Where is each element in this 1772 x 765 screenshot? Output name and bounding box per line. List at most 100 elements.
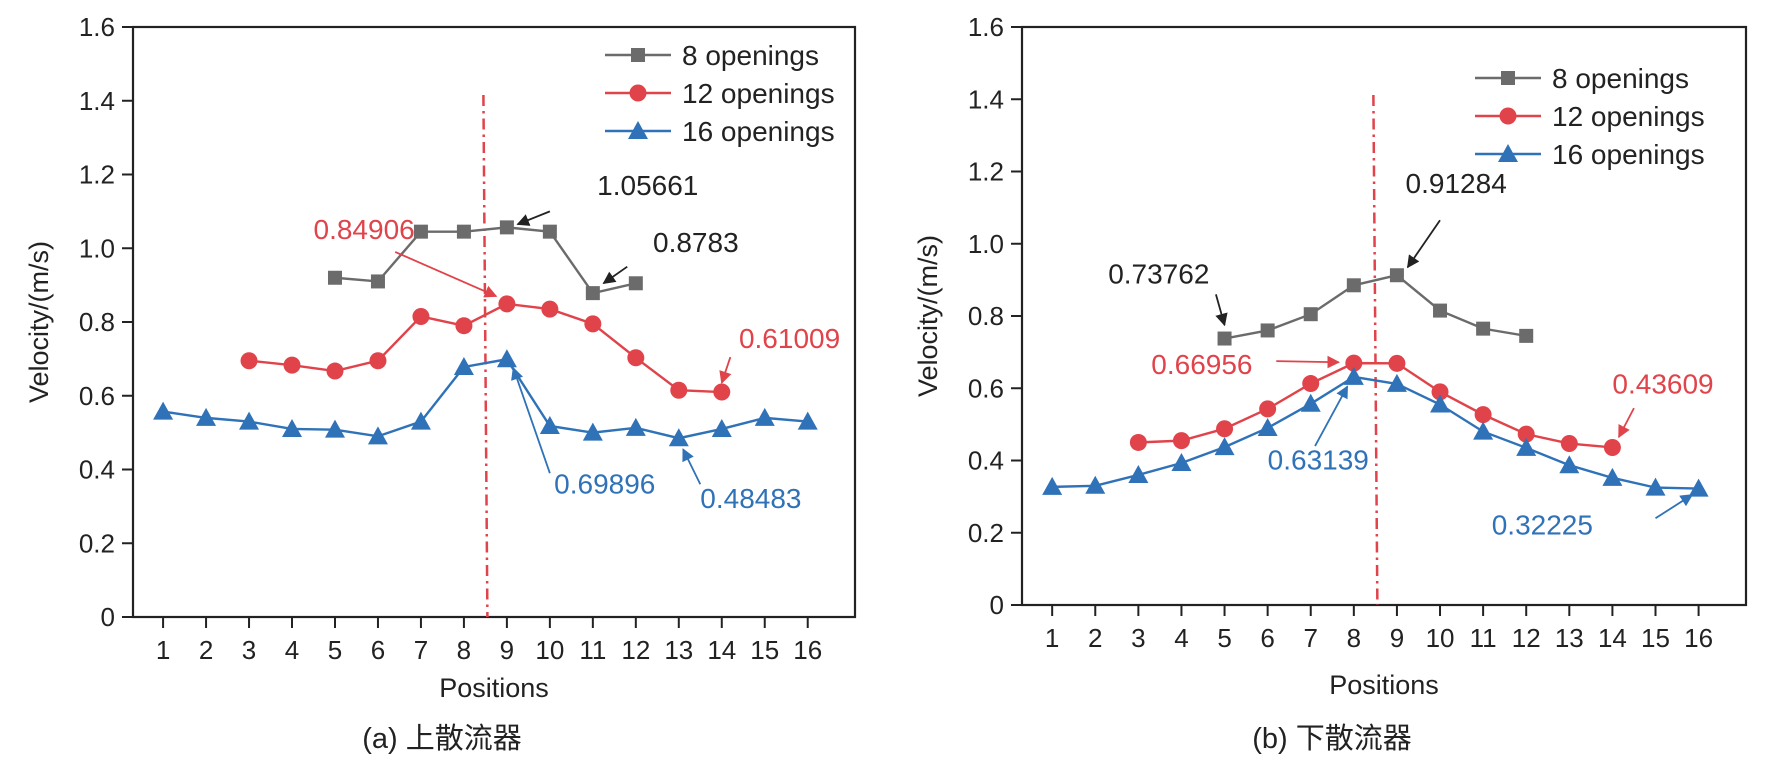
- x-tick-label: 3: [1131, 623, 1145, 653]
- annotation-arrow: [511, 366, 551, 474]
- data-point: [1560, 435, 1578, 453]
- data-point: [1217, 331, 1232, 346]
- data-point: [1602, 467, 1623, 486]
- data-point: [625, 417, 646, 436]
- data-point: [1431, 383, 1449, 401]
- legend-marker: [1498, 144, 1518, 162]
- legend-label: 8 openings: [682, 40, 819, 71]
- data-point: [1345, 354, 1363, 372]
- x-tick-label: 2: [199, 635, 213, 665]
- annotation-label: 0.8783: [653, 227, 739, 258]
- annotation-arrow: [1215, 294, 1228, 327]
- chart-caption: (b) 下散流器: [1252, 722, 1412, 755]
- data-point: [1343, 366, 1364, 385]
- chart-2: 00.20.40.60.81.01.21.41.61 2 3 4 5 6 7 8 9 10 11 12…: [913, 12, 1748, 755]
- y-tick-label: 0.8: [968, 301, 1004, 331]
- data-point: [711, 418, 732, 437]
- annotation-label: 0.61009: [739, 323, 840, 354]
- annotation-arrow: [1618, 407, 1635, 439]
- legend-label: 16 openings: [1552, 139, 1705, 170]
- data-point: [628, 276, 643, 291]
- annotation-label: 0.91284: [1406, 168, 1507, 199]
- x-tick-label: 5: [1217, 623, 1231, 653]
- data-point: [1473, 421, 1494, 440]
- data-point: [496, 349, 517, 368]
- annotation-arrow: [719, 356, 732, 385]
- x-tick-label: 11: [1470, 623, 1497, 653]
- x-tick-label: 1: [156, 635, 170, 665]
- data-point: [324, 419, 345, 438]
- data-point: [240, 352, 258, 370]
- series-line: [334, 226, 637, 295]
- data-point: [1433, 303, 1448, 318]
- data-point: [1214, 437, 1235, 456]
- y-tick-label: 1.6: [79, 12, 115, 42]
- data-point: [196, 407, 217, 426]
- data-point: [327, 270, 342, 285]
- annotation-arrow: [394, 251, 498, 298]
- x-tick-label: 8: [457, 635, 471, 665]
- data-point: [1303, 307, 1318, 322]
- annotation-arrow: [516, 210, 551, 226]
- y-tick-label: 0.6: [79, 381, 115, 411]
- data-point: [1260, 323, 1275, 338]
- annotation-label: 0.48483: [700, 483, 801, 514]
- data-point: [1171, 453, 1192, 472]
- x-tick-label: 14: [1598, 623, 1627, 653]
- y-tick-label: 0: [101, 602, 115, 632]
- data-point: [1129, 433, 1147, 451]
- data-point: [153, 401, 174, 420]
- x-tick-label: 4: [285, 635, 299, 665]
- data-point: [539, 415, 560, 434]
- data-point: [1216, 420, 1234, 438]
- x-tick-label: 6: [371, 635, 385, 665]
- annotation-label: 1.05661: [597, 170, 698, 201]
- data-point: [1474, 406, 1492, 424]
- y-tick-label: 0.2: [968, 518, 1004, 548]
- data-point: [1389, 268, 1404, 283]
- data-point: [455, 317, 473, 335]
- data-point: [498, 295, 516, 313]
- y-tick-label: 0.2: [79, 528, 115, 558]
- x-tick-label: 10: [1426, 623, 1455, 653]
- x-tick-label: 16: [1684, 623, 1713, 653]
- x-tick-label: 7: [1304, 623, 1318, 653]
- data-point: [1645, 477, 1666, 496]
- series-8-openings: [327, 220, 643, 301]
- legend-marker: [631, 48, 645, 62]
- data-point: [627, 349, 645, 367]
- legend-label: 16 openings: [682, 116, 835, 147]
- data-point: [370, 274, 385, 289]
- x-tick-label: 16: [793, 635, 822, 665]
- annotation-arrow: [1276, 355, 1341, 369]
- data-point: [797, 411, 818, 430]
- data-point: [283, 356, 301, 374]
- data-point: [1603, 438, 1621, 456]
- divider-line: [482, 94, 489, 618]
- x-tick-label: 6: [1260, 623, 1274, 653]
- x-tick-label: 12: [621, 635, 650, 665]
- annotation-arrow: [1314, 385, 1349, 447]
- data-point: [369, 352, 387, 370]
- x-tick-label: 8: [1347, 623, 1361, 653]
- series-8-openings: [1217, 268, 1534, 346]
- data-point: [1430, 394, 1451, 413]
- data-point: [1516, 437, 1537, 456]
- data-point: [1388, 354, 1406, 372]
- x-tick-label: 11: [579, 635, 606, 665]
- data-point: [1517, 425, 1535, 443]
- legend-label: 8 openings: [1552, 63, 1689, 94]
- x-tick-label: 2: [1088, 623, 1102, 653]
- data-point: [1172, 432, 1190, 450]
- annotation-label: 0.43609: [1612, 369, 1713, 400]
- data-point: [1085, 475, 1106, 494]
- x-tick-label: 7: [414, 635, 428, 665]
- data-point: [541, 300, 559, 318]
- chart-1: 00.20.40.60.81.01.21.41.61 2 3 4 5 6 7 8 9 10 11 12…: [24, 12, 857, 755]
- annotation-arrow: [1655, 494, 1694, 520]
- annotation-arrow: [1406, 219, 1441, 269]
- data-point: [1688, 478, 1709, 497]
- annotation-arrow: [602, 265, 628, 285]
